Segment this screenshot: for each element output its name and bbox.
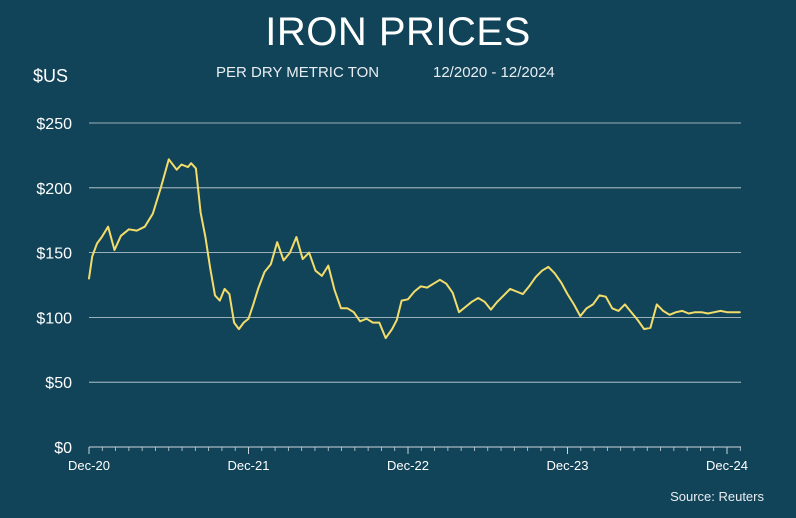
x-tick-label: Dec-20 (68, 458, 110, 473)
chart-subtitle-unit: PER DRY METRIC TON (216, 64, 380, 81)
y-tick-label: $100 (36, 310, 72, 327)
chart-title: IRON PRICES (265, 10, 531, 54)
y-axis-label: $US (33, 66, 69, 86)
y-tick-label: $200 (36, 181, 72, 198)
source-note: Source: Reuters (670, 489, 764, 504)
x-tick-label: Dec-21 (228, 458, 270, 473)
y-tick-label: $250 (36, 116, 72, 133)
y-tick-label: $150 (36, 246, 72, 263)
chart-subtitle-range: 12/2020 - 12/2024 (433, 64, 555, 81)
x-tick-label: Dec-24 (706, 458, 748, 473)
y-tick-label: $0 (54, 440, 72, 457)
x-tick-label: Dec-23 (547, 458, 589, 473)
y-tick-label: $50 (45, 375, 72, 392)
series-line-iron-price (88, 158, 741, 340)
x-tick-label: Dec-22 (387, 458, 429, 473)
